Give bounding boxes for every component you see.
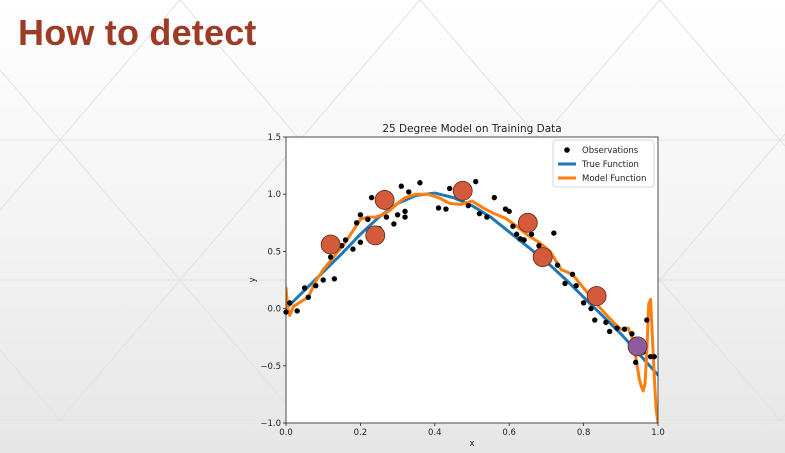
observation-point [398,183,405,189]
observation-point [357,239,364,245]
observation-point [528,231,535,237]
observation-point [383,214,390,220]
observation-point [435,205,442,211]
highlighted-point [452,180,473,201]
slide-title: How to detect [18,12,257,53]
observation-point [580,300,587,306]
observation-point [342,237,349,243]
observation-point [476,210,483,217]
observation-point [506,208,512,215]
observation-point [294,308,300,314]
observation-point [473,178,479,185]
observation-point [350,246,356,252]
legend: Observations True Function Model Functio… [552,139,655,188]
y-tick-label: 0.0 [267,305,281,315]
y-axis-label: y [248,277,258,282]
highlighted-point [365,225,386,246]
observation-point [331,276,338,282]
x-tick-label: 0.2 [354,428,368,438]
observation-point [651,353,657,360]
observation-point [592,317,598,323]
legend-box [552,139,655,188]
legend-observations-label: Observations [582,146,639,156]
observation-point [551,230,557,236]
observation-point [406,189,412,195]
observation-point [647,353,654,360]
observation-point [365,216,371,223]
y-tick-label: −1.0 [260,419,281,429]
observation-point [305,294,312,300]
observation-point [368,194,375,201]
legend-true-function-label: True Function [581,160,639,170]
observation-point [569,271,576,277]
x-axis-label: x [469,439,474,449]
observation-point [562,280,568,287]
legend-model-function-label: Model Function [582,174,646,184]
highlighted-point [532,247,553,268]
observation-point [327,254,334,260]
x-tick-label: 0.4 [428,428,442,438]
true-function-line [286,191,658,377]
x-tick-label: 0.0 [279,428,293,438]
observation-point [484,214,490,220]
y-tick-label: 1.5 [267,133,281,143]
observation-point [313,283,319,289]
observation-point [353,220,360,226]
observation-point [521,237,527,243]
observation-point [629,331,635,337]
observation-point [644,317,650,323]
chart-svg: 25 Degree Model on Training Data 0.0 0.2 0… [248,123,665,449]
y-tick-label: −0.5 [260,362,281,372]
highlighted-point [627,336,648,357]
plot-frame [285,136,659,424]
observation-point [588,305,594,312]
highlighted-point [517,212,538,233]
observation-point [394,212,401,218]
observation-point [287,300,293,306]
observation-point [443,206,449,212]
observation-point [573,283,579,289]
observation-point [513,231,520,237]
observation-point [606,328,613,335]
observation-point [554,262,561,268]
highlighted-point [586,286,607,306]
observation-point [417,180,423,186]
x-tick-label: 0.8 [577,428,591,438]
y-tick-label: 1.0 [267,190,281,200]
highlighted-point [320,234,341,255]
observation-point [510,223,516,229]
observation-point [402,214,408,220]
chart: 25 Degree Model on Training Data 0.0 0.2 0… [244,118,674,453]
observation-point [491,194,498,201]
highlighted-points [320,180,648,357]
observation-point [301,285,308,291]
ticks-layer: 0.0 0.2 0.4 0.6 0.8 1.0 −1.0 −0.5 0.0 0.5 1.0 1.5 [260,133,664,438]
legend-observations-marker [564,147,570,153]
x-tick-label: 0.6 [502,428,516,438]
observation-point [536,242,542,249]
observation-point [446,185,453,192]
observation-point [391,221,397,227]
series-layer [286,191,658,423]
x-tick-label: 1.0 [651,428,665,438]
highlighted-point [374,190,395,210]
observation-point [621,326,628,332]
observation-point [465,202,471,209]
observation-point [402,208,408,215]
observation-points [283,178,657,366]
observation-point [632,359,639,366]
y-tick-label: 0.5 [267,247,281,257]
model-function-line [286,192,658,423]
observation-point [357,212,364,218]
observation-point [320,277,326,283]
chart-title: 25 Degree Model on Training Data [382,123,561,135]
observation-point [614,325,620,331]
observation-point [603,319,609,326]
